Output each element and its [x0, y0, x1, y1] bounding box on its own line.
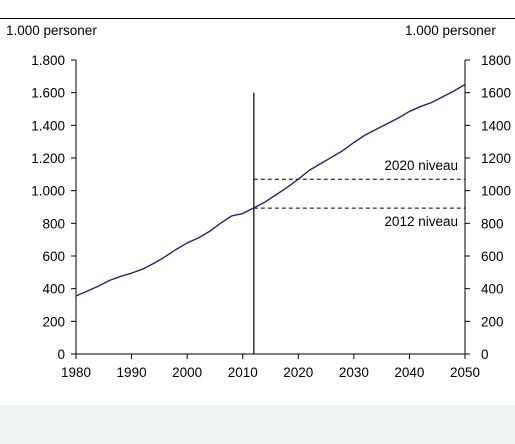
x-tick-label: 2020 — [283, 365, 313, 380]
right-y-tick-label: 400 — [481, 282, 504, 297]
right-unit-label: 1.000 personer — [405, 23, 496, 38]
left-y-tick-label: 1.800 — [31, 53, 65, 68]
x-tick-label: 2010 — [228, 365, 258, 380]
x-tick-label: 1980 — [61, 365, 91, 380]
left-y-tick-label: 1.400 — [31, 118, 65, 133]
x-tick-label: 1990 — [117, 365, 147, 380]
right-y-tick-label: 200 — [481, 314, 504, 329]
left-y-tick-label: 1.600 — [31, 86, 65, 101]
series-line-1 — [75, 83, 466, 297]
left-y-tick-label: 800 — [42, 216, 65, 231]
left-y-tick-label: 1.000 — [31, 184, 65, 199]
reference-line-label-2: 2012 niveau — [384, 214, 458, 229]
right-y-tick-label: 1200 — [481, 151, 511, 166]
left-y-tick-label: 600 — [42, 249, 65, 264]
lower-panel-background — [0, 405, 515, 444]
right-y-tick-label: 600 — [481, 249, 504, 264]
left-unit-label: 1.000 personer — [6, 23, 97, 38]
right-y-tick-label: 1400 — [481, 118, 511, 133]
right-y-tick-label: 1600 — [481, 86, 511, 101]
left-y-tick-label: 400 — [42, 282, 65, 297]
left-y-tick-label: 0 — [57, 347, 65, 362]
reference-line-label-1: 2020 niveau — [384, 158, 458, 173]
x-tick-label: 2040 — [394, 365, 424, 380]
left-y-tick-label: 200 — [42, 314, 65, 329]
left-y-tick-label: 1.200 — [31, 151, 65, 166]
x-tick-label: 2000 — [172, 365, 202, 380]
plot-layer: 0 0 200 200 400 400 600 600 800 800 1.000 1000 1.200… — [31, 53, 511, 380]
right-y-tick-label: 1000 — [481, 184, 511, 199]
chart-area-background — [0, 0, 515, 405]
right-y-tick-label: 800 — [481, 216, 504, 231]
right-y-tick-label: 1800 — [481, 53, 511, 68]
x-tick-label: 2050 — [450, 365, 480, 380]
right-y-tick-label: 0 — [481, 347, 489, 362]
x-tick-label: 2030 — [339, 365, 369, 380]
